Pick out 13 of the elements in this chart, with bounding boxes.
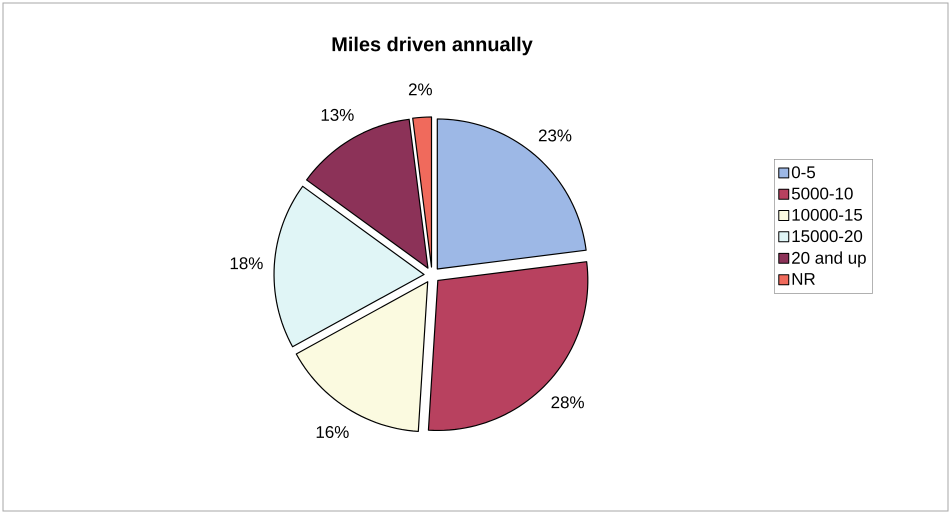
legend-label: 5000-10 — [792, 188, 853, 200]
legend-label: 0-5 — [792, 166, 815, 178]
data-label: 2% — [408, 83, 432, 96]
data-label: 28% — [552, 396, 584, 408]
legend-label: NR — [792, 273, 815, 285]
legend-label: 15000-20 — [792, 230, 862, 242]
data-label: 16% — [316, 426, 349, 438]
legend-label: 10000-15 — [792, 208, 862, 221]
data-label: 23% — [538, 129, 572, 142]
data-label: 13% — [322, 108, 354, 121]
chart-title: Miles driven annually — [332, 36, 533, 56]
legend-label: 20 and up — [792, 251, 866, 268]
data-label: 18% — [230, 257, 263, 270]
